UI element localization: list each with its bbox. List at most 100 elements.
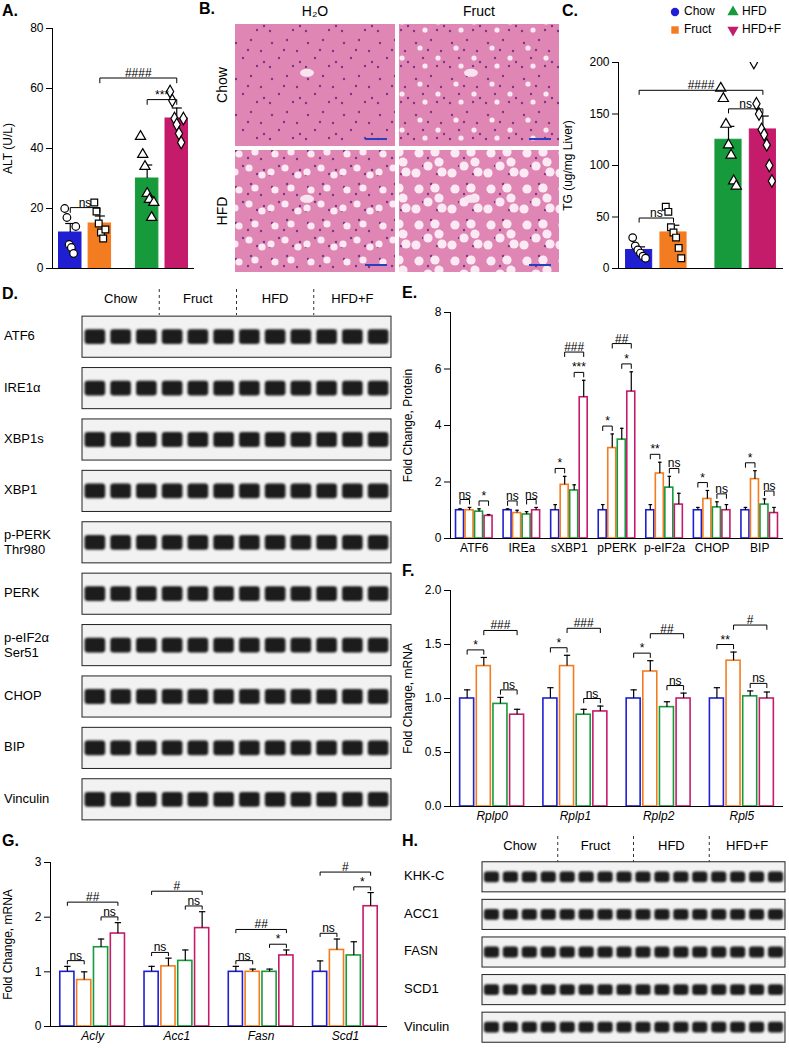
svg-text:1.5: 1.5 [425,637,442,651]
svg-text:###: ### [574,616,594,630]
svg-text:H₂O: H₂O [302,3,329,19]
svg-text:ns: ns [739,97,752,111]
svg-text:ns: ns [103,905,116,919]
svg-text:0: 0 [435,531,442,545]
svg-text:Rplp0: Rplp0 [476,809,508,823]
svg-text:###: ### [490,618,510,632]
svg-text:*: * [748,451,753,465]
svg-text:Fruct: Fruct [684,22,712,36]
svg-text:2: 2 [35,910,42,924]
svg-text:####: #### [688,78,715,92]
svg-text:ATF6: ATF6 [4,328,35,343]
svg-text:BIP: BIP [750,541,769,555]
svg-text:sXBP1: sXBP1 [551,541,588,555]
svg-text:XBP1: XBP1 [4,482,37,497]
svg-text:ns: ns [525,488,538,502]
svg-text:Chow: Chow [104,291,138,306]
svg-text:#: # [747,613,754,627]
svg-text:p-PERK: p-PERK [4,527,51,542]
svg-text:CHOP: CHOP [4,688,42,703]
svg-text:Rplp2: Rplp2 [643,809,675,823]
svg-text:40: 40 [30,141,44,155]
svg-text:##: ## [615,332,629,346]
svg-text:0: 0 [37,261,44,275]
svg-text:TG (ug/mg Liver): TG (ug/mg Liver) [561,120,575,211]
svg-text:ns: ns [669,674,682,688]
svg-text:2.0: 2.0 [425,583,442,597]
svg-text:Fruct: Fruct [463,3,495,19]
svg-text:ns: ns [715,482,728,496]
svg-text:100: 100 [589,158,609,172]
svg-text:ns: ns [586,687,599,701]
svg-text:ns: ns [79,196,92,210]
svg-text:Acc1: Acc1 [163,1029,191,1043]
svg-text:***: *** [155,88,169,102]
svg-text:ns: ns [668,456,681,470]
svg-text:200: 200 [589,55,609,69]
svg-text:0: 0 [603,261,610,275]
svg-text:Acly: Acly [80,1029,105,1043]
svg-text:ACC1: ACC1 [404,906,439,921]
svg-text:ns: ns [502,678,515,692]
svg-text:*: * [360,875,365,889]
svg-text:ns: ns [238,949,251,963]
svg-text:1.0: 1.0 [425,691,442,705]
svg-text:HFD+F: HFD+F [726,838,768,853]
svg-text:Scd1: Scd1 [332,1029,359,1043]
svg-text:*: * [556,636,561,650]
svg-text:ns: ns [187,894,200,908]
svg-text:Fruct: Fruct [183,291,213,306]
svg-text:#: # [174,879,181,893]
svg-text:50: 50 [596,210,610,224]
svg-text:Rpl5: Rpl5 [730,809,755,823]
svg-text:###: ### [564,340,584,354]
svg-text:Vinculin: Vinculin [4,791,49,806]
svg-text:3: 3 [35,855,42,869]
svg-text:HFD+F: HFD+F [331,291,373,306]
svg-text:HFD: HFD [742,4,767,18]
svg-text:p-eIF2α: p-eIF2α [4,630,50,645]
svg-text:Thr980: Thr980 [4,542,45,557]
svg-text:0.5: 0.5 [425,745,442,759]
svg-text:HFD: HFD [658,838,685,853]
svg-text:*: * [473,638,478,652]
svg-text:*: * [605,414,610,428]
svg-text:***: *** [572,360,586,374]
svg-text:Vinculin: Vinculin [404,1019,449,1034]
svg-text:BIP: BIP [4,739,25,754]
svg-text:8: 8 [435,305,442,319]
svg-text:ns: ns [154,940,167,954]
svg-text:CHOP: CHOP [695,541,730,555]
svg-text:ALT (U/L): ALT (U/L) [1,123,15,174]
svg-text:##: ## [254,917,268,931]
svg-text:*: * [640,641,645,655]
svg-text:IREa: IREa [509,541,536,555]
svg-text:*: * [481,489,486,503]
svg-text:SCD1: SCD1 [404,981,439,996]
svg-text:Fold Change, Protein: Fold Change, Protein [401,369,415,482]
svg-text:Rplp1: Rplp1 [560,809,591,823]
svg-text:ns: ns [752,671,765,685]
svg-text:PERK: PERK [4,585,40,600]
svg-text:ns: ns [69,949,82,963]
svg-text:0.0: 0.0 [425,799,442,813]
svg-text:*: * [700,471,705,485]
svg-text:##: ## [86,890,100,904]
svg-text:Fasn: Fasn [248,1029,275,1043]
svg-text:60: 60 [30,81,44,95]
svg-text:Ser51: Ser51 [4,645,39,660]
svg-text:1: 1 [35,965,42,979]
svg-text:FASN: FASN [404,943,438,958]
svg-text:HFD: HFD [262,291,289,306]
svg-text:##: ## [660,622,674,636]
svg-text:*: * [624,352,629,366]
svg-text:Fold Change, mRNA: Fold Change, mRNA [1,889,15,1000]
svg-text:**: ** [721,633,731,647]
svg-text:ns: ns [322,921,335,935]
svg-text:#: # [342,860,349,874]
svg-text:80: 80 [30,21,44,35]
svg-text:Chow: Chow [684,4,715,18]
svg-text:ATF6: ATF6 [460,541,489,555]
svg-text:ns: ns [458,488,471,502]
svg-text:ns: ns [506,489,519,503]
